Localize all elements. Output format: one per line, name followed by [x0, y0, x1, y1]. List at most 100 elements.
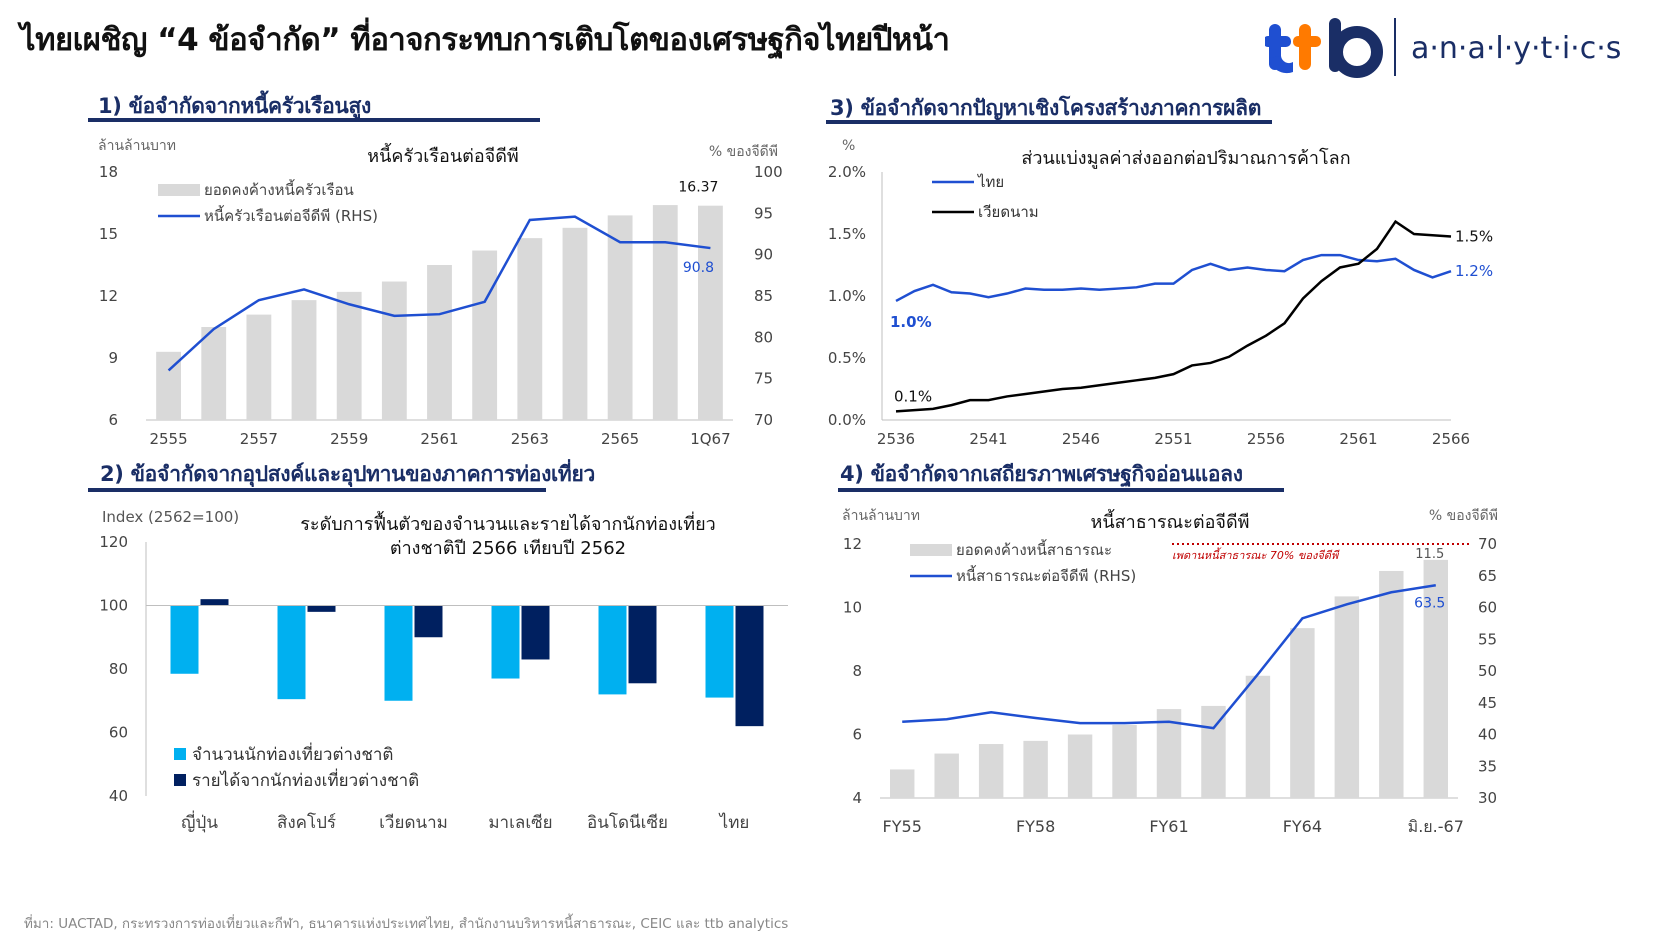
x-tick-label: 2563: [511, 430, 549, 448]
logo-graphic: a·n·a·l·y·t·i·c·s: [1263, 18, 1621, 78]
y-tick-label: 8: [852, 662, 862, 680]
y-tick-label: 40: [109, 787, 128, 805]
chart-title-line2: ต่างชาติปี 2566 เทียบปี 2562: [390, 538, 626, 559]
y2-tick-label: 70: [1478, 535, 1497, 553]
bar-tourist-count: [277, 605, 306, 700]
y-tick-label: 2.0%: [828, 163, 866, 181]
chart-title: หนี้สาธารณะต่อจีดีพี: [1091, 509, 1250, 533]
x-tick-label: 2546: [1062, 430, 1100, 448]
x-tick-label: 2541: [969, 430, 1007, 448]
legend-label-bars: ยอดคงค้างหนี้ครัวเรือน: [204, 179, 354, 199]
y2-tick-label: 80: [754, 328, 773, 346]
y-tick-label: 1.0%: [828, 287, 866, 305]
y2-tick-label: 70: [754, 411, 773, 429]
bar-household-debt: [472, 250, 498, 420]
y-tick-label: 10: [843, 599, 862, 617]
x-tick-label: FY55: [883, 817, 922, 836]
y-tick-label: 18: [99, 163, 118, 181]
bar-household-debt: [698, 205, 723, 420]
y2-tick-label: 35: [1478, 757, 1497, 775]
ttb-analytics-logo: a·n·a·l·y·t·i·c·s: [1263, 14, 1665, 84]
bar-household-debt: [291, 300, 317, 420]
y-tick-label: 80: [109, 660, 128, 678]
legend-label: จำนวนนักท่องเที่ยวต่างชาติ: [192, 742, 393, 765]
y-tick-label: 4: [852, 789, 862, 807]
bar-public-debt: [1334, 596, 1360, 798]
y-tick-label: 60: [109, 724, 128, 742]
y-tick-label: 12: [843, 535, 862, 553]
data-label-last-line: 63.5: [1414, 595, 1445, 611]
x-tick-label: ไทย: [718, 812, 750, 833]
y2-tick-label: 50: [1478, 662, 1497, 680]
x-tick-label: FY58: [1016, 817, 1055, 836]
y-tick-label: 9: [108, 349, 118, 367]
x-tick-label: 2556: [1247, 430, 1285, 448]
legend-swatch: [174, 748, 186, 760]
bar-tourist-count: [384, 605, 413, 701]
data-label-last-line: 90.8: [683, 260, 714, 276]
data-label-thailand-last: 1.2%: [1455, 262, 1493, 280]
bar-public-debt: [1423, 559, 1448, 798]
y2-axis-label: % ของจีดีพี: [709, 144, 778, 160]
x-tick-label: 2561: [1339, 430, 1377, 448]
y-tick-label: 6: [108, 411, 118, 429]
bar-tourist-revenue: [414, 605, 443, 638]
section-title-economic-stability: 4) ข้อจำกัดจากเสถียรภาพเศรษฐกิจอ่อนแอลง: [840, 462, 1243, 486]
data-label-vietnam-first: 0.1%: [894, 387, 932, 405]
bar-tourist-revenue: [521, 605, 550, 660]
section-rule: [88, 488, 546, 492]
public-debt-chart: ล้านล้านบาท% ของจีดีพีหนี้สาธารณะต่อจีดี…: [842, 508, 1498, 836]
bar-tourist-count: [598, 605, 627, 695]
bar-public-debt: [1379, 570, 1404, 798]
bar-household-debt: [427, 265, 452, 420]
y2-tick-label: 90: [754, 246, 773, 264]
y-tick-label: 120: [99, 533, 128, 551]
x-tick-label: ญี่ปุ่น: [181, 810, 218, 833]
y-tick-label: 0.0%: [828, 411, 866, 429]
y-tick-label: 15: [99, 225, 118, 243]
bar-public-debt: [1290, 628, 1315, 798]
x-tick-label: 2551: [1154, 430, 1192, 448]
bar-tourist-revenue: [628, 605, 657, 684]
y-axis-label: %: [842, 138, 855, 154]
y-tick-label: 12: [99, 287, 118, 305]
bar-household-debt: [517, 238, 543, 420]
y2-tick-label: 40: [1478, 726, 1497, 744]
bar-tourist-count: [170, 605, 199, 674]
x-tick-label: 2555: [149, 430, 187, 448]
legend-label-line: หนี้สาธารณะต่อจีดีพี (RHS): [956, 565, 1136, 585]
y2-tick-label: 85: [754, 287, 773, 305]
bar-tourist-count: [705, 605, 734, 698]
bar-public-debt: [934, 753, 959, 798]
ttb-logo-mark: [1263, 18, 1383, 78]
data-label-last-bar: 16.37: [678, 180, 718, 196]
x-tick-label: มาเลเซีย: [488, 813, 552, 833]
x-tick-label: FY61: [1149, 817, 1188, 836]
section-rule: [826, 120, 1272, 124]
x-tick-label: FY64: [1283, 817, 1322, 836]
chart-title-line1: ระดับการฟื้นตัวของจำนวนและรายได้จากนักท่…: [300, 511, 716, 535]
logo-subtext: a·n·a·l·y·t·i·c·s: [1411, 31, 1621, 66]
bar-household-debt: [246, 314, 272, 420]
bar-public-debt: [890, 769, 915, 798]
data-label-last-bar: 11.5: [1415, 547, 1444, 562]
bar-tourist-count: [491, 605, 520, 679]
bar-public-debt: [1201, 705, 1226, 798]
y2-tick-label: 95: [754, 204, 773, 222]
export-share-chart: % ส่วนแบ่งมูลค่าส่งออกต่อปริมาณการค้าโลก 0…: [828, 138, 1493, 448]
bar-public-debt: [1245, 675, 1271, 798]
legend-swatch: [174, 774, 186, 786]
y-axis-label: Index (2562=100): [102, 508, 239, 526]
data-label-thailand-first: 1.0%: [890, 313, 932, 331]
section-title-manufacturing: 3) ข้อจำกัดจากปัญหาเชิงโครงสร้างภาคการผล…: [830, 96, 1262, 120]
section-title-tourism: 2) ข้อจำกัดจากอุปสงค์และอุปทานของภาคการท…: [100, 462, 595, 486]
x-tick-label: 2559: [330, 430, 368, 448]
y-tick-label: 6: [852, 726, 862, 744]
data-label-vietnam-last: 1.5%: [1455, 227, 1493, 245]
y-tick-label: 0.5%: [828, 349, 866, 367]
bar-household-debt: [652, 205, 678, 420]
page-title: ไทยเผชิญ “4 ข้อจำกัด” ที่อาจกระทบการเติบ…: [20, 22, 950, 58]
line-thailand: [895, 253, 1452, 303]
bar-tourist-revenue: [307, 605, 336, 612]
x-tick-label: 2565: [601, 430, 639, 448]
